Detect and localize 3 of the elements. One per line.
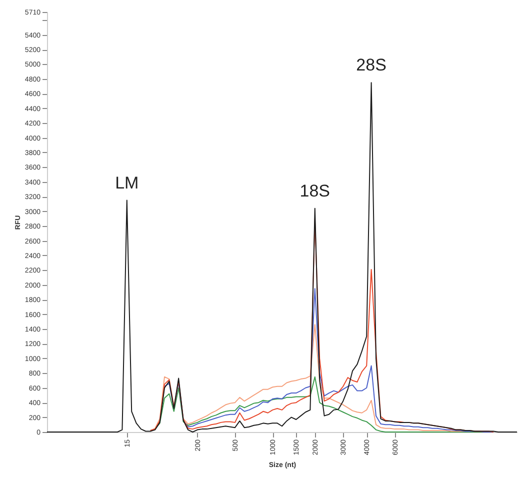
annotation: LM — [115, 173, 139, 192]
annotation: 18S — [300, 181, 330, 200]
annotation: 28S — [356, 56, 386, 75]
